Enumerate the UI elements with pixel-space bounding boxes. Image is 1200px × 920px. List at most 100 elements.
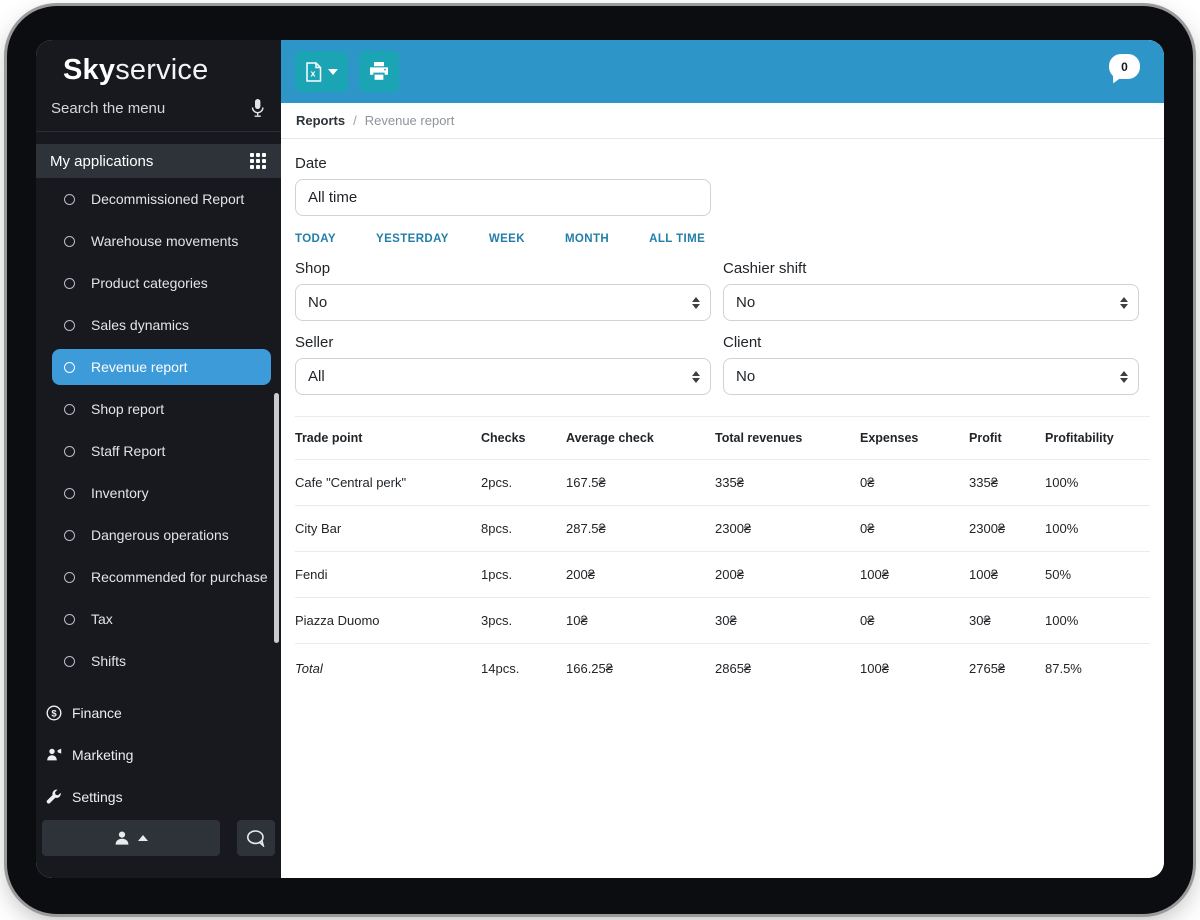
- radio-circle-icon: [64, 613, 75, 625]
- date-range-input[interactable]: [295, 179, 711, 216]
- svg-text:$: $: [51, 708, 57, 719]
- table-header-row: Trade point Checks Average check Total r…: [295, 416, 1150, 460]
- excel-file-icon: x: [305, 61, 322, 82]
- apps-grid-icon[interactable]: [250, 153, 266, 169]
- radio-circle-icon: [64, 529, 75, 541]
- shop-label: Shop: [295, 260, 331, 277]
- seller-select[interactable]: All: [295, 358, 711, 395]
- shop-select[interactable]: No: [295, 284, 711, 321]
- radio-circle-icon: [64, 193, 75, 205]
- col-profitability: Profitability: [1045, 416, 1150, 460]
- col-checks: Checks: [481, 416, 566, 460]
- sidebar-item-revenue-report[interactable]: Revenue report: [52, 349, 271, 385]
- quick-filter-yesterday[interactable]: YESTERDAY: [376, 233, 449, 245]
- radio-circle-icon: [64, 361, 75, 373]
- breadcrumb-separator: /: [353, 113, 357, 128]
- quick-filter-today[interactable]: TODAY: [295, 233, 336, 245]
- radio-circle-icon: [64, 235, 75, 247]
- sidebar-item-dangerous-operations[interactable]: Dangerous operations: [36, 514, 281, 556]
- revenue-report-table: Trade point Checks Average check Total r…: [295, 416, 1150, 691]
- svg-text:x: x: [310, 68, 315, 78]
- support-chat-button[interactable]: [237, 820, 275, 856]
- client-filter: Client No: [723, 334, 1139, 395]
- sidebar-item-inventory[interactable]: Inventory: [36, 472, 281, 514]
- col-profit: Profit: [969, 416, 1045, 460]
- client-select[interactable]: No: [723, 358, 1139, 395]
- quick-filter-month[interactable]: MONTH: [564, 233, 610, 245]
- print-button[interactable]: [359, 51, 399, 92]
- select-arrows-icon: [692, 296, 700, 309]
- sidebar-item-decommissioned-report[interactable]: Decommissioned Report: [36, 178, 281, 220]
- sidebar-item-recommended-for-purchase[interactable]: Recommended for purchase: [36, 556, 281, 598]
- finance-coin-icon: $: [45, 705, 62, 721]
- cashier-shift-filter: Cashier shift No: [723, 260, 1139, 321]
- quick-filter-all-time[interactable]: ALL TIME: [649, 233, 706, 245]
- client-label: Client: [723, 334, 762, 351]
- table-row: Cafe "Central perk" 2pcs. 167.5₴ 335₴ 0₴ 33…: [295, 459, 1150, 506]
- logo-light: service: [115, 54, 209, 86]
- export-excel-button[interactable]: x: [295, 51, 348, 92]
- printer-icon: [369, 62, 389, 81]
- sidebar-item-tax[interactable]: Tax: [36, 598, 281, 640]
- sidebar-scrollbar[interactable]: [274, 393, 279, 643]
- quick-filter-week[interactable]: WEEK: [488, 233, 525, 245]
- col-average-check: Average check: [566, 416, 715, 460]
- col-expenses: Expenses: [860, 416, 969, 460]
- sidebar-item-shifts[interactable]: Shifts: [36, 640, 281, 682]
- cashier-shift-select[interactable]: No: [723, 284, 1139, 321]
- logo-bold: Sky: [63, 54, 116, 86]
- chat-bubble-icon: [246, 829, 266, 847]
- radio-circle-icon: [64, 571, 75, 583]
- breadcrumb-current-page: Revenue report: [364, 113, 455, 128]
- select-arrows-icon: [1120, 370, 1128, 383]
- my-applications-label: My applications: [50, 152, 154, 170]
- top-toolbar: x 0: [281, 40, 1164, 103]
- menu-search-row: [36, 87, 281, 132]
- sidebar-sections: $ Finance Marketing: [36, 692, 281, 818]
- caret-up-icon: [138, 835, 148, 841]
- cashier-shift-label: Cashier shift: [723, 260, 807, 277]
- table-row: Fendi 1pcs. 200₴ 200₴ 100₴ 100₴ 50%: [295, 551, 1150, 598]
- date-label: Date: [295, 155, 327, 172]
- sidebar-item-product-categories[interactable]: Product categories: [36, 262, 281, 304]
- sidebar-item-warehouse-movements[interactable]: Warehouse movements: [36, 220, 281, 262]
- select-arrows-icon: [1120, 296, 1128, 309]
- shop-filter: Shop No: [295, 260, 711, 321]
- radio-circle-icon: [64, 319, 75, 331]
- reports-menu: Decommissioned Report Warehouse movement…: [36, 178, 281, 682]
- table-row: Piazza Duomo 3pcs. 10₴ 30₴ 0₴ 30₴ 100%: [295, 597, 1150, 644]
- sidebar-item-staff-report[interactable]: Staff Report: [36, 430, 281, 472]
- quick-date-filters: TODAY YESTERDAY WEEK MONTH ALL TIME: [295, 233, 1150, 245]
- seller-filter: Seller All: [295, 334, 711, 395]
- main-panel: x 0: [281, 40, 1164, 878]
- wrench-icon: [45, 789, 62, 805]
- user-icon: [114, 830, 130, 846]
- report-content: Date TODAY YESTERDAY WEEK MONTH ALL TIME…: [281, 139, 1164, 878]
- breadcrumb-reports-link[interactable]: Reports: [296, 113, 346, 128]
- app-screen: Skyservice My applications: [36, 40, 1164, 878]
- menu-search-input[interactable]: [51, 99, 231, 117]
- notifications-bubble[interactable]: 0: [1109, 54, 1140, 79]
- sidebar-item-finance[interactable]: $ Finance: [36, 692, 281, 734]
- sidebar-item-sales-dynamics[interactable]: Sales dynamics: [36, 304, 281, 346]
- sidebar-item-settings[interactable]: Settings: [36, 776, 281, 818]
- notifications-count: 0: [1121, 59, 1128, 74]
- radio-circle-icon: [64, 403, 75, 415]
- sidebar-item-shop-report[interactable]: Shop report: [36, 388, 281, 430]
- sidebar-item-marketing[interactable]: Marketing: [36, 734, 281, 776]
- radio-circle-icon: [64, 655, 75, 667]
- sidebar-bottom-bar: [42, 820, 275, 856]
- tablet-frame: Skyservice My applications: [7, 6, 1193, 914]
- caret-down-icon: [328, 68, 338, 75]
- radio-circle-icon: [64, 445, 75, 457]
- breadcrumb: Reports / Revenue report: [281, 103, 1164, 139]
- sidebar: Skyservice My applications: [36, 40, 281, 878]
- seller-label: Seller: [295, 334, 334, 351]
- select-arrows-icon: [692, 370, 700, 383]
- microphone-icon[interactable]: [250, 98, 265, 118]
- account-menu-button[interactable]: [42, 820, 220, 856]
- my-applications-header[interactable]: My applications: [36, 144, 281, 178]
- app-logo: Skyservice: [36, 40, 281, 87]
- filter-grid: Shop No Cashier shift No: [295, 260, 1150, 395]
- radio-circle-icon: [64, 277, 75, 289]
